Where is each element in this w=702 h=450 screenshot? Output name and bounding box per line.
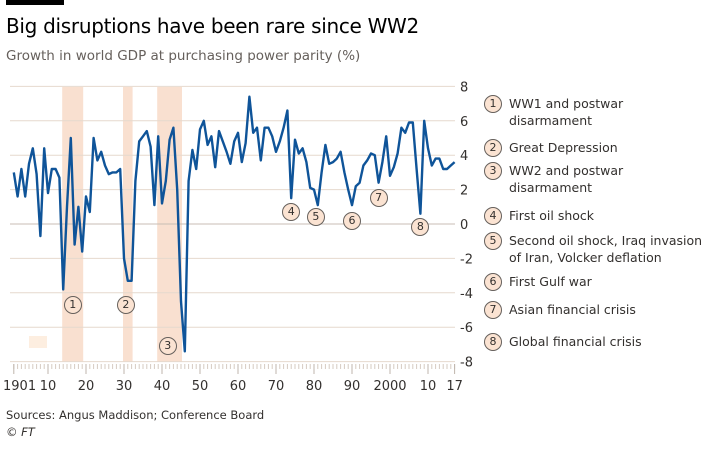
legend-marker: 3 bbox=[484, 162, 502, 180]
legend-item-1: 1 WW1 and postwar disarmament bbox=[484, 95, 629, 129]
legend-text: First oil shock bbox=[509, 208, 595, 223]
y-tick-label: 6 bbox=[460, 115, 468, 130]
legend-item-5: 5 Second oil shock, Iraq invasion of Iran… bbox=[484, 232, 702, 266]
legend-item-8: 8 Global financial crisis bbox=[484, 333, 702, 351]
annotation-marker-8: 8 bbox=[411, 218, 430, 237]
x-tick-label: 10 bbox=[40, 379, 57, 394]
chart-title: Big disruptions have been rare since WW2 bbox=[6, 14, 419, 38]
legend-item-3: 3 WW2 and postwar disarmament bbox=[484, 162, 629, 196]
y-tick-label: -2 bbox=[460, 252, 473, 267]
legend-text: Second oil shock, Iraq invasion of Iran,… bbox=[509, 233, 702, 265]
annotation-marker-2: 2 bbox=[116, 295, 135, 314]
y-tick-label: 4 bbox=[460, 149, 468, 164]
annotation-marker-7: 7 bbox=[369, 189, 388, 208]
y-tick-label: -4 bbox=[460, 287, 473, 302]
x-tick-label: 80 bbox=[306, 379, 323, 394]
chart-subtitle: Growth in world GDP at purchasing power … bbox=[6, 48, 361, 64]
gdp-growth-line bbox=[12, 95, 456, 353]
legend-item-7: 7 Asian financial crisis bbox=[484, 301, 702, 319]
annotation-marker-1: 1 bbox=[63, 295, 82, 314]
x-tick-label: 17 bbox=[446, 379, 463, 394]
x-tick-label: 20 bbox=[78, 379, 95, 394]
x-tick-label: 60 bbox=[230, 379, 247, 394]
y-tick-label: -6 bbox=[460, 321, 473, 336]
annotation-marker-6: 6 bbox=[343, 211, 361, 230]
x-tick-label: 10 bbox=[420, 379, 437, 394]
annotation-marker-3: 3 bbox=[158, 337, 177, 356]
x-tick-label: 50 bbox=[192, 379, 209, 394]
x-tick-label: 1901 bbox=[3, 379, 36, 394]
legend-marker: 1 bbox=[484, 95, 502, 113]
y-tick-label: -8 bbox=[460, 356, 473, 371]
legend-marker: 4 bbox=[484, 207, 502, 225]
x-tick-label: 40 bbox=[154, 379, 171, 394]
source-note: Sources: Angus Maddison; Conference Boar… bbox=[6, 408, 265, 422]
legend-marker: 7 bbox=[484, 301, 502, 319]
legend-item-6: 6 First Gulf war bbox=[484, 273, 702, 291]
legend-text: Great Depression bbox=[509, 140, 618, 155]
y-tick-label: 0 bbox=[460, 218, 468, 233]
x-tick-label: 2000 bbox=[373, 379, 406, 394]
band-swatch bbox=[29, 336, 47, 348]
legend-text: First Gulf war bbox=[509, 274, 592, 289]
x-tick-label: 30 bbox=[116, 379, 133, 394]
y-tick-label: 8 bbox=[460, 80, 468, 95]
annotation-marker-4: 4 bbox=[282, 202, 301, 221]
legend-item-4: 4 First oil shock bbox=[484, 207, 702, 225]
legend-text: Asian financial crisis bbox=[509, 302, 636, 317]
annotation-marker-5: 5 bbox=[306, 208, 325, 227]
y-tick-label: 2 bbox=[460, 184, 468, 199]
legend-item-2: 2 Great Depression bbox=[484, 139, 702, 157]
x-tick-label: 90 bbox=[344, 379, 361, 394]
legend-marker: 2 bbox=[484, 139, 502, 157]
legend-text: Global financial crisis bbox=[509, 334, 642, 349]
ft-brand-bar bbox=[6, 0, 64, 5]
legend-marker: 5 bbox=[484, 232, 502, 250]
legend-text: WW2 and postwar disarmament bbox=[509, 163, 624, 195]
legend-text: WW1 and postwar disarmament bbox=[509, 96, 624, 128]
legend-marker: 8 bbox=[484, 333, 502, 351]
legend-marker: 6 bbox=[484, 273, 502, 291]
copyright: © FT bbox=[6, 425, 35, 439]
x-tick-label: 70 bbox=[268, 379, 285, 394]
